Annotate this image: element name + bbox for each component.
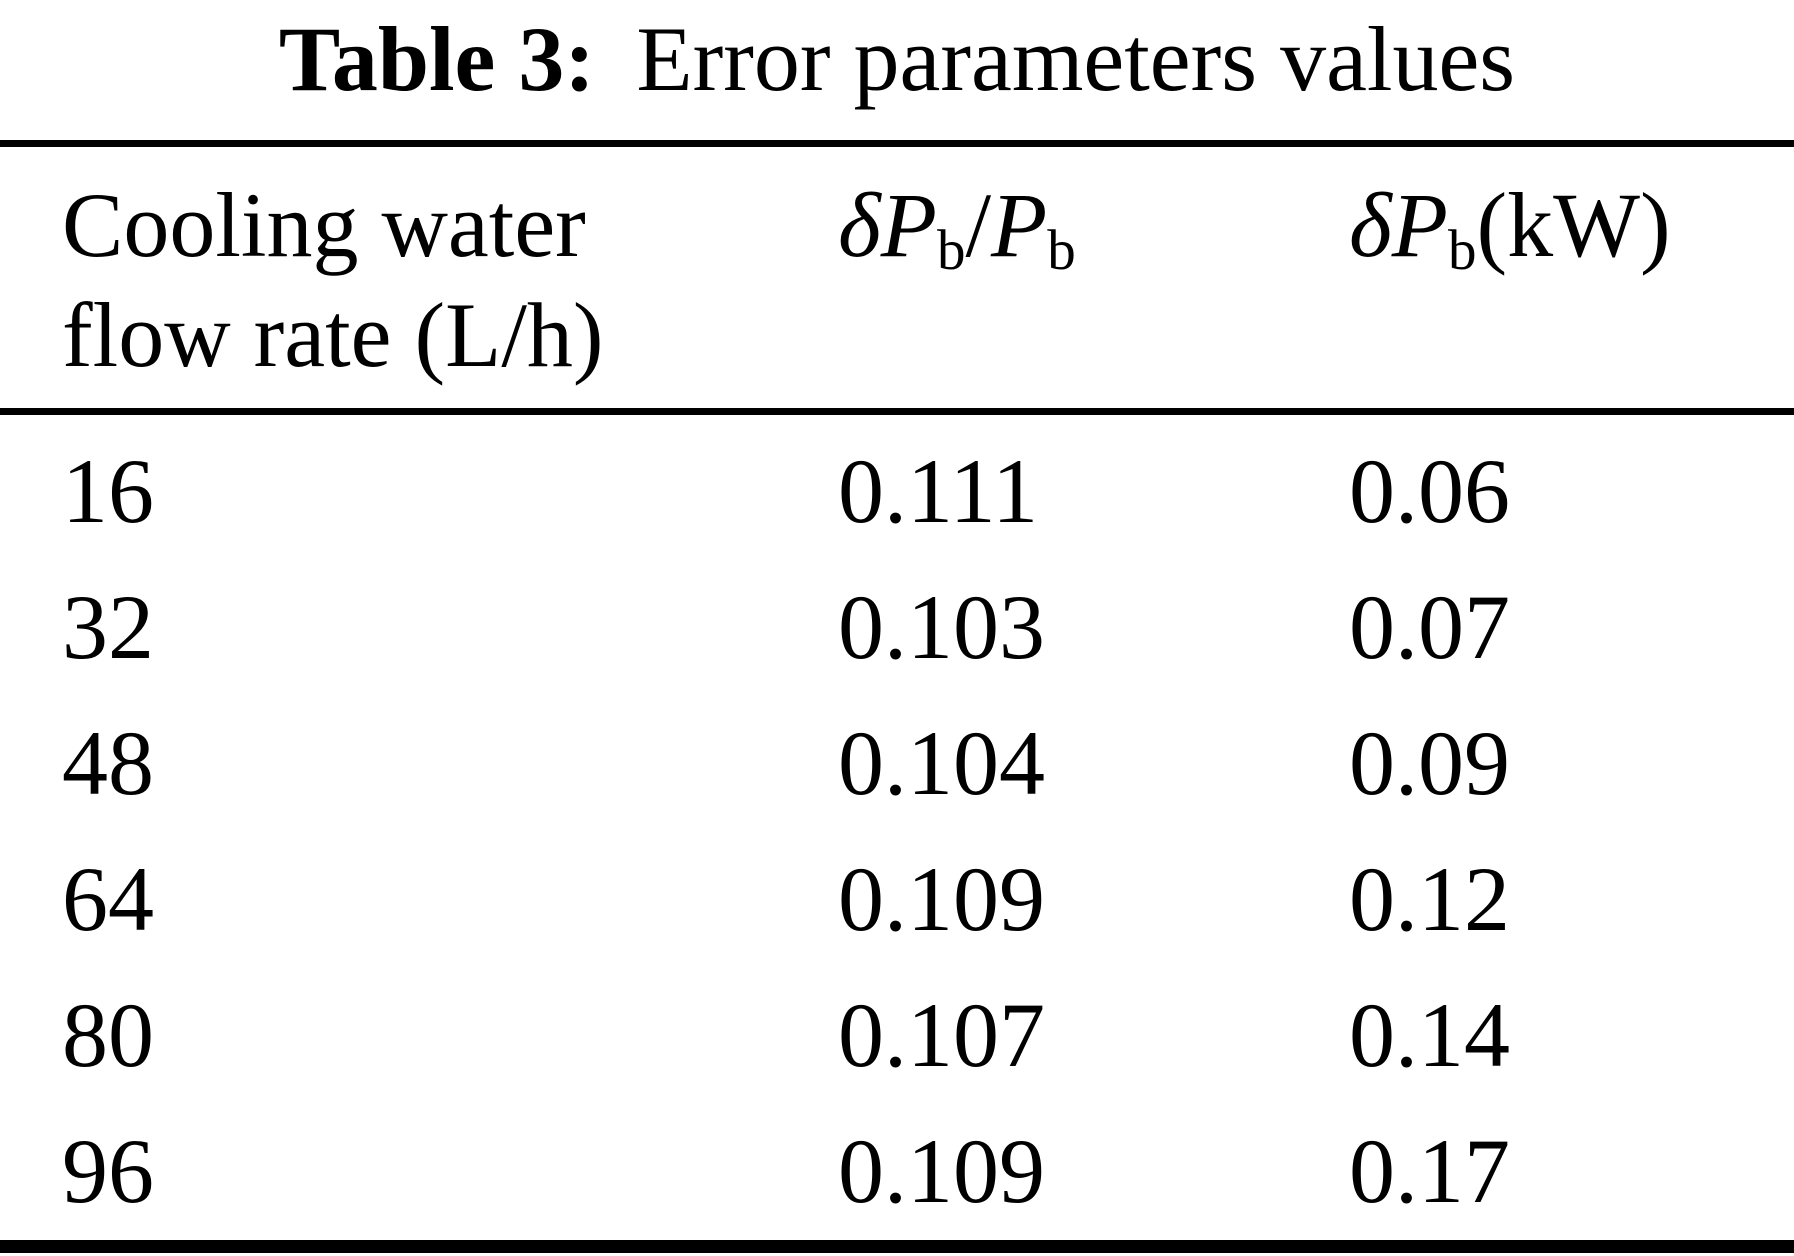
slash-symbol: / <box>965 174 992 276</box>
table-caption-label: Table 3: <box>278 8 596 110</box>
subscript-b: b <box>1447 218 1477 282</box>
table-body: 16 0.111 0.06 32 0.103 0.07 48 0.104 0.0… <box>0 423 1794 1239</box>
table-top-rule <box>0 140 1794 147</box>
table-mid-rule <box>0 408 1794 415</box>
relative-error-value: 0.103 <box>838 576 1045 678</box>
table-bottom-rule <box>0 1240 1794 1253</box>
relative-error-value: 0.109 <box>838 1120 1045 1222</box>
table-caption: Table 3: Error parameters values <box>0 0 1794 118</box>
relative-error-value: 0.104 <box>838 712 1045 814</box>
flow-rate-value: 48 <box>62 712 154 814</box>
flow-rate-value: 64 <box>62 848 154 950</box>
absolute-error-value: 0.07 <box>1349 576 1510 678</box>
absolute-error-value: 0.14 <box>1349 984 1510 1086</box>
flow-rate-value: 80 <box>62 984 154 1086</box>
power-symbol: P <box>880 174 937 276</box>
power-symbol: P <box>991 174 1048 276</box>
header-cooling-water-flow-rate: Cooling water flow rate (L/h) <box>62 170 838 390</box>
subscript-b: b <box>936 218 966 282</box>
header-col1-line1: Cooling water <box>62 174 586 276</box>
absolute-error-value: 0.06 <box>1349 440 1510 542</box>
relative-error-value: 0.107 <box>838 984 1045 1086</box>
absolute-error-value: 0.12 <box>1349 848 1510 950</box>
header-col1-line2: flow rate (L/h) <box>62 284 604 386</box>
subscript-b: b <box>1047 218 1076 282</box>
flow-rate-value: 96 <box>62 1120 154 1222</box>
relative-error-value: 0.109 <box>838 848 1045 950</box>
delta-symbol: δ <box>838 174 881 276</box>
table-caption-text: Error parameters values <box>636 8 1516 110</box>
delta-symbol: δ <box>1349 174 1392 276</box>
power-symbol: P <box>1391 174 1448 276</box>
absolute-error-value: 0.17 <box>1349 1120 1510 1222</box>
table-header-row: Cooling water flow rate (L/h) δPb/Pb δPb… <box>0 170 1794 390</box>
absolute-error-value: 0.09 <box>1349 712 1510 814</box>
unit-kw: (kW) <box>1476 174 1671 276</box>
relative-error-value: 0.111 <box>838 440 1039 542</box>
flow-rate-value: 16 <box>62 440 154 542</box>
header-absolute-error: δPb(kW) <box>1349 170 1794 390</box>
flow-rate-value: 32 <box>62 576 154 678</box>
header-relative-error: δPb/Pb <box>838 170 1349 390</box>
